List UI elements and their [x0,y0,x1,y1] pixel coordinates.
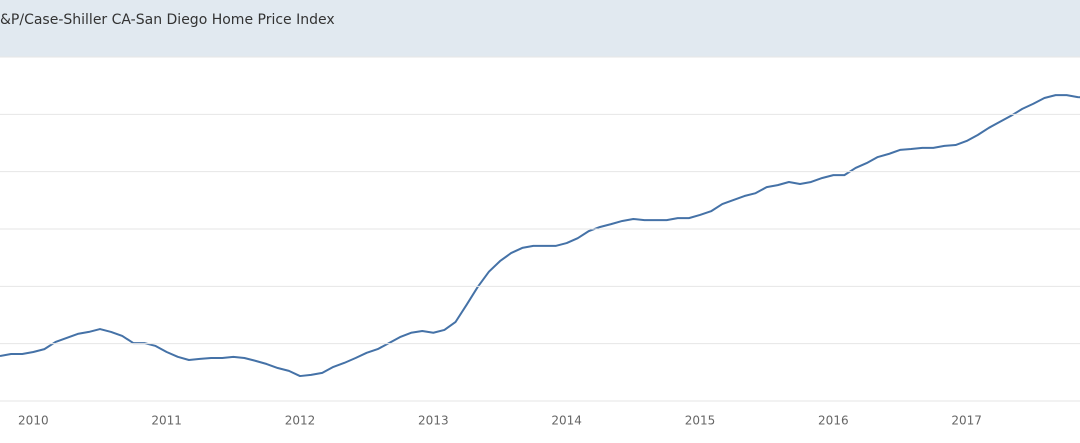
data-line [0,94,1080,378]
x-tick-label: 2015 [685,414,716,428]
chart-title: &P/Case-Shiller CA-San Diego Home Price … [0,12,335,28]
x-tick-label: 2017 [951,414,982,428]
x-tick-label: 2013 [418,414,449,428]
x-tick-label: 2014 [551,414,582,428]
x-tick-label: 2012 [285,414,316,428]
x-tick-label: 2010 [18,414,49,428]
x-tick-label: 2016 [818,414,849,428]
x-tick-label: 2011 [151,414,182,428]
title-bar [0,0,1080,57]
plot-area [0,94,1080,378]
